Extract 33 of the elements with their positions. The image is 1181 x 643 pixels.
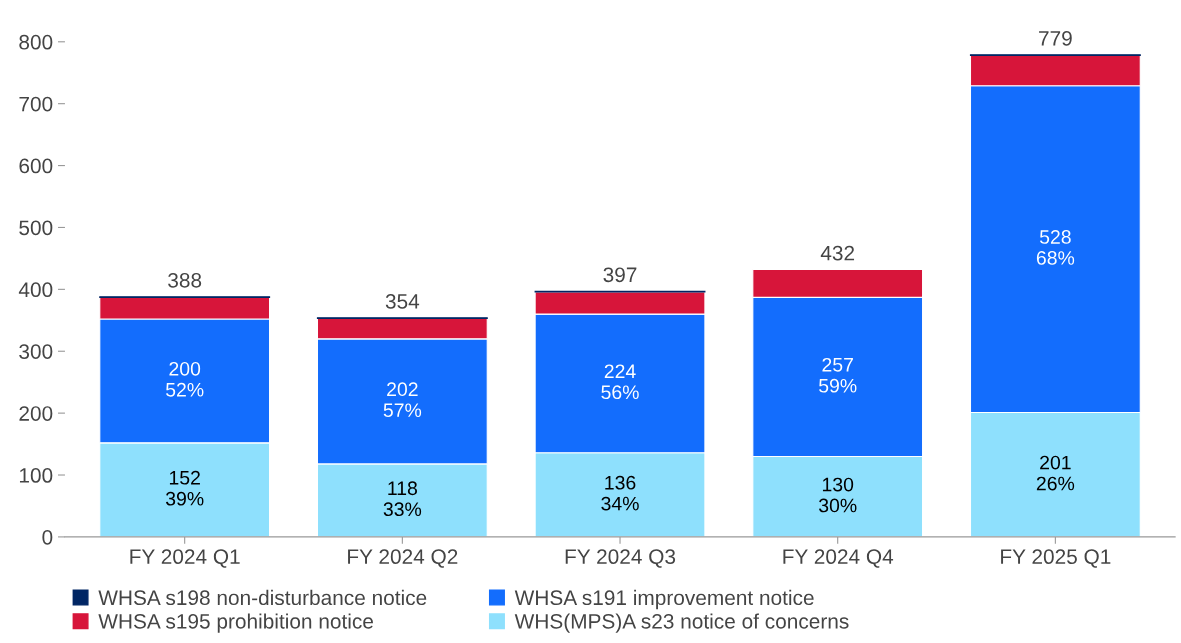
total-label: 779 bbox=[1039, 30, 1072, 46]
y-tick-label: 600 bbox=[19, 158, 53, 174]
legend-label: WHS(MPS)A s23 notice of concerns bbox=[514, 613, 849, 633]
y-tick-label: 700 bbox=[19, 96, 53, 112]
data-label: 130 30% bbox=[818, 477, 857, 513]
y-tick-label: 300 bbox=[19, 344, 53, 359]
data-label: 224 56% bbox=[601, 364, 639, 400]
data-label: 200 52% bbox=[166, 361, 204, 397]
legend-label: WHSA s195 prohibition notice bbox=[98, 613, 373, 633]
data-label: 201 26% bbox=[1036, 455, 1075, 491]
data-label: 257 59% bbox=[819, 357, 857, 393]
y-tick-label: 400 bbox=[18, 282, 53, 298]
x-tick-label: FY 2024 Q3 bbox=[565, 549, 676, 568]
data-label: 528 68% bbox=[1036, 230, 1075, 265]
x-tick-label: FY 2024 Q4 bbox=[783, 549, 894, 568]
legend-label: WHSA s198 non-disturbance notice bbox=[98, 589, 427, 606]
total-label: 397 bbox=[603, 267, 637, 283]
total-label: 388 bbox=[168, 272, 202, 288]
data-label: 136 34% bbox=[601, 475, 639, 511]
data-label: 118 33% bbox=[383, 481, 422, 517]
total-label: 354 bbox=[385, 294, 420, 309]
y-tick-label: 500 bbox=[19, 220, 53, 236]
y-tick-label: 800 bbox=[19, 34, 53, 50]
y-tick-label: 200 bbox=[19, 406, 53, 421]
y-tick-label: 0 bbox=[42, 529, 53, 545]
x-tick-label: FY 2024 Q2 bbox=[348, 549, 458, 568]
x-tick-label: FY 2025 Q1 bbox=[1001, 549, 1111, 568]
y-tick-label: 100 bbox=[19, 468, 53, 483]
legend-label: WHSA s191 improvement notice bbox=[514, 589, 814, 610]
total-label: 432 bbox=[820, 245, 855, 261]
data-label: 202 57% bbox=[383, 382, 422, 418]
data-label: 152 39% bbox=[165, 470, 204, 506]
x-tick-label: FY 2024 Q1 bbox=[130, 549, 240, 568]
